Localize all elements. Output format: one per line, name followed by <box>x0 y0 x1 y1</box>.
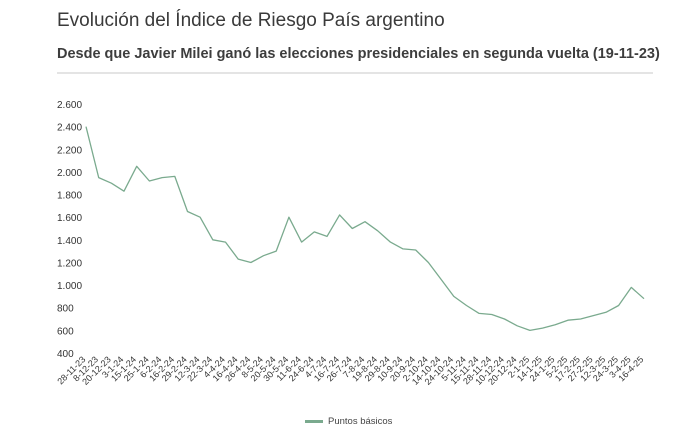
y-tick-label: 2.200 <box>57 145 82 156</box>
y-tick-label: 1.600 <box>57 213 82 224</box>
legend-label: Puntos básicos <box>328 416 393 427</box>
series-line-0 <box>85 126 645 332</box>
series-lines <box>85 126 645 332</box>
y-tick-label: 2.400 <box>57 123 82 134</box>
chart-title: Evolución del Índice de Riesgo País arge… <box>57 10 445 31</box>
y-tick-label: 1.400 <box>57 236 82 247</box>
y-tick-label: 2.000 <box>57 168 82 179</box>
legend-swatch <box>305 420 323 423</box>
y-tick-label: 2.600 <box>57 100 82 111</box>
chart-subtitle: Desde que Javier Milei ganó las eleccion… <box>57 46 660 62</box>
x-axis: 28-11-238-12-2320-12-233-1-2415-1-2425-1… <box>55 354 645 387</box>
y-tick-label: 800 <box>57 304 74 315</box>
y-tick-label: 1.000 <box>57 281 82 292</box>
y-tick-label: 1.800 <box>57 191 82 202</box>
y-axis: 400 600 800 1.000 1.200 1.400 1.600 1.800 2.000 2… <box>57 100 82 360</box>
y-tick-label: 600 <box>57 326 74 337</box>
y-tick-label: 400 <box>57 349 74 360</box>
title-separator <box>57 72 653 74</box>
legend: Puntos básicos <box>305 416 392 427</box>
y-tick-label: 1.200 <box>57 258 82 269</box>
